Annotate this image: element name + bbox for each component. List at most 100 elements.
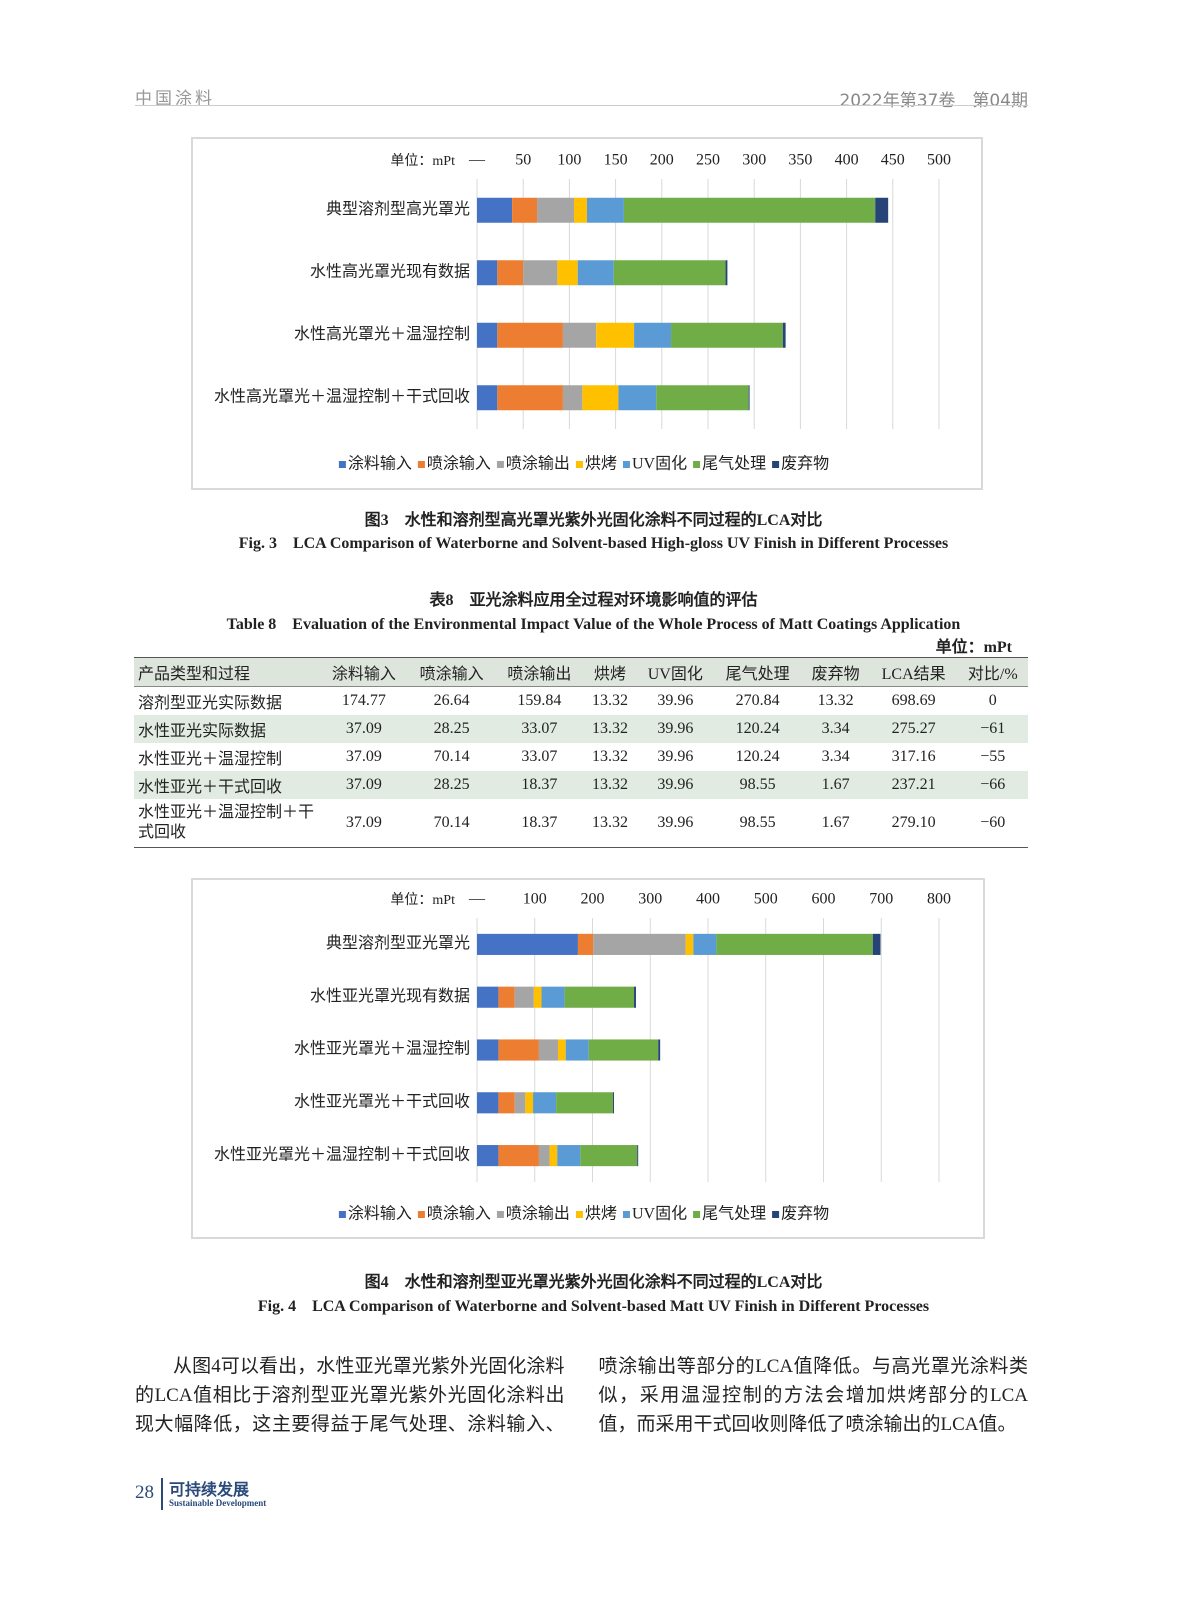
bar-segment bbox=[582, 385, 619, 411]
column-header: 涂料输入 bbox=[320, 657, 408, 687]
table-row: 水性亚光＋温湿控制 37.09 70.14 33.07 13.32 39.96 120.24… bbox=[134, 743, 1028, 771]
category-label: 水性高光罩光＋温湿控制 bbox=[294, 325, 470, 343]
table-cell: 39.96 bbox=[657, 692, 694, 709]
bar-segment bbox=[477, 385, 498, 411]
bar-segment bbox=[634, 986, 636, 1008]
table-cell: 18.37 bbox=[495, 799, 584, 848]
table-row: 溶剂型亚光实际数据 174.77 26.64 159.84 13.32 39.96 270.… bbox=[134, 687, 1028, 716]
bar-segment bbox=[586, 197, 624, 223]
bar-segment bbox=[580, 1145, 638, 1167]
x-tick-label: — bbox=[468, 891, 486, 908]
bar-segment bbox=[613, 1092, 614, 1114]
section-en: Sustainable Development bbox=[169, 1498, 267, 1508]
category-label: 水性亚光罩光＋温湿控制＋干式回收 bbox=[214, 1145, 470, 1163]
x-tick-label: 300 bbox=[742, 152, 766, 169]
legend-swatch bbox=[575, 1211, 583, 1218]
table-cell: −60 bbox=[957, 799, 1028, 848]
bar-segment bbox=[564, 986, 635, 1008]
x-tick-label: 100 bbox=[523, 891, 547, 908]
x-tick-label: 50 bbox=[515, 152, 531, 169]
table-cell: 1.67 bbox=[801, 799, 870, 848]
figure-caption-en: Fig. 4 LCA Comparison of Waterborne and … bbox=[257, 1298, 930, 1315]
table-cell: 279.10 bbox=[869, 799, 958, 848]
table-cell: 120.24 bbox=[735, 748, 780, 765]
table-cell: 3.34 bbox=[821, 748, 850, 765]
header-rule bbox=[135, 105, 1028, 106]
x-tick-label: 200 bbox=[581, 891, 605, 908]
x-tick-label: 200 bbox=[650, 152, 674, 169]
bar-segment bbox=[634, 322, 672, 348]
bar-segment bbox=[716, 933, 873, 955]
legend-label: 尾气处理 bbox=[702, 1205, 766, 1223]
header-row: 产品类型和过程 涂料输入 喷涂输入 喷涂输出 烘烤 UV固化 尾气处理 废弃物 LCA结果 对比/… bbox=[134, 657, 1028, 687]
bar-segment bbox=[618, 385, 657, 411]
table-cell: 13.32 bbox=[817, 692, 854, 709]
bar-segment bbox=[577, 933, 594, 955]
table-row: 水性亚光＋干式回收 37.09 28.25 18.37 13.32 39.96 98.55 1… bbox=[134, 771, 1028, 799]
bar-segment bbox=[525, 1092, 534, 1114]
legend-swatch bbox=[693, 1211, 701, 1218]
legend-label: UV固化 bbox=[632, 1205, 687, 1223]
column-header: 喷涂输入 bbox=[407, 657, 496, 687]
page-number: 28 bbox=[135, 1482, 154, 1503]
column-header: 对比/% bbox=[957, 657, 1028, 687]
legend-swatch bbox=[575, 461, 583, 468]
table-cell: 13.32 bbox=[592, 692, 629, 709]
x-tick-label: 350 bbox=[788, 152, 812, 169]
legend-swatch bbox=[772, 1211, 780, 1218]
bar-segment bbox=[497, 260, 524, 286]
category-label: 典型溶剂型高光罩光 bbox=[326, 200, 470, 218]
bar-segment bbox=[477, 1145, 499, 1167]
bar-segment bbox=[477, 986, 499, 1008]
table: 产品类型和过程 涂料输入 喷涂输入 喷涂输出 烘烤 UV固化 尾气处理 废弃物 LCA结果 对比/… bbox=[134, 657, 1028, 848]
legend-label: 喷涂输入 bbox=[427, 1205, 491, 1223]
bar-segment bbox=[497, 322, 563, 348]
bar-segment bbox=[588, 1039, 659, 1061]
bar-segment bbox=[748, 385, 750, 411]
unit-label: 单位：mPt bbox=[390, 153, 455, 169]
category-label: 水性亚光罩光＋温湿控制 bbox=[294, 1040, 470, 1058]
table-cell: 13.32 bbox=[583, 799, 637, 848]
table-cell: 1.67 bbox=[801, 771, 870, 799]
bar-segment bbox=[477, 322, 498, 348]
bar-segment bbox=[538, 1039, 559, 1061]
body-text: 从图4可以看出，水性亚光罩光紫外光固化涂料的LCA值相比于溶剂型亚光罩光紫外光固… bbox=[135, 1356, 1028, 1435]
bar-segment bbox=[541, 986, 565, 1008]
bar-segment bbox=[557, 260, 578, 286]
column-header: 尾气处理 bbox=[713, 657, 802, 687]
bar-segment bbox=[497, 385, 563, 411]
bar-segment bbox=[538, 1145, 550, 1167]
bar-segment bbox=[596, 322, 635, 348]
chart: 单位：mPt — 100 200 300 400 500 600 700 800 典型溶剂型亚光罩光… bbox=[191, 878, 985, 1239]
legend-swatch bbox=[338, 461, 346, 468]
bar-segment bbox=[498, 1092, 515, 1114]
category-label: 水性高光罩光＋温湿控制＋干式回收 bbox=[214, 387, 470, 405]
figure-caption-en: Fig. 3 LCA Comparison of Waterborne and … bbox=[238, 535, 949, 552]
table-cell: 水性亚光＋干式回收 bbox=[134, 771, 320, 799]
section: 可持续发展 bbox=[169, 1480, 250, 1499]
bar-segment bbox=[549, 1145, 558, 1167]
table-cell: 70.14 bbox=[407, 799, 496, 848]
table-cell: 13.32 bbox=[592, 748, 629, 765]
legend-label: UV固化 bbox=[632, 455, 687, 473]
bar-segment bbox=[556, 1092, 614, 1114]
figure-caption: 图4 水性和溶剂型亚光罩光紫外光固化涂料不同过程的LCA对比 bbox=[364, 1274, 823, 1291]
x-tick-label: 400 bbox=[835, 152, 859, 169]
chart: 单位：mPt — 50 100 150 200 250 300 350 400 450 500 典型溶剂… bbox=[191, 137, 983, 490]
x-tick-label: 700 bbox=[869, 891, 893, 908]
table-cell: 33.07 bbox=[521, 748, 558, 765]
table-cell: 237.21 bbox=[869, 771, 958, 799]
legend-swatch bbox=[496, 461, 504, 468]
table-cell: 698.69 bbox=[891, 692, 936, 709]
table-cell: 18.37 bbox=[495, 771, 584, 799]
legend-swatch bbox=[693, 461, 701, 468]
table-cell: 37.09 bbox=[320, 715, 408, 743]
x-tick-label: 800 bbox=[927, 891, 951, 908]
category-label: 典型溶剂型亚光罩光 bbox=[326, 934, 470, 952]
x-tick-label: 400 bbox=[696, 891, 720, 908]
legend-swatch bbox=[417, 1211, 425, 1218]
table-cell: 159.84 bbox=[517, 692, 562, 709]
table-cell: 13.32 bbox=[583, 771, 637, 799]
table-cell: −66 bbox=[957, 771, 1028, 799]
bar-segment bbox=[477, 933, 578, 955]
